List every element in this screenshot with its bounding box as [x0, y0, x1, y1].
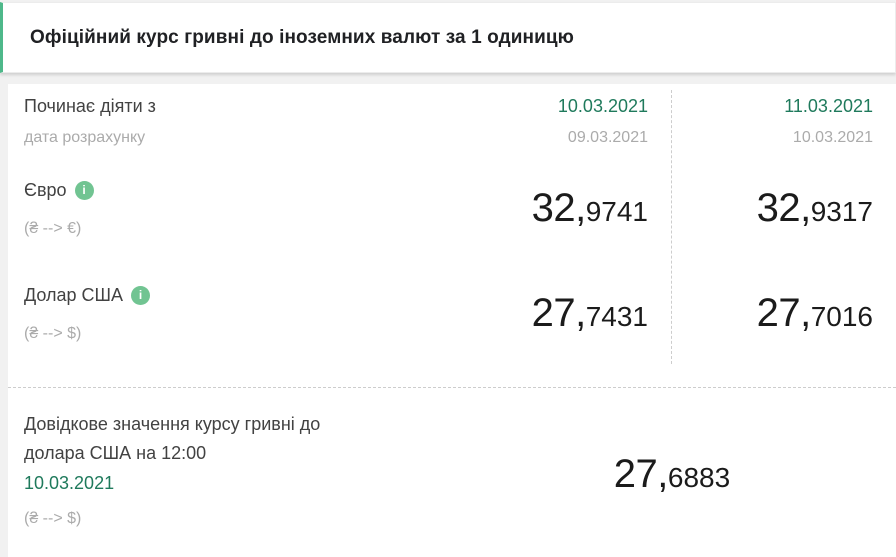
- rate-value-int: 32,: [756, 186, 812, 230]
- rate-value-usd-col1: 27,7431: [428, 291, 648, 336]
- currency-name-label: Євро: [24, 180, 67, 200]
- calculation-date-col1: 09.03.2021: [567, 129, 648, 146]
- reference-date: 10.03.2021: [24, 473, 115, 493]
- reference-pair: (₴ --> $): [24, 510, 82, 527]
- rate-value-frac: 7431: [585, 301, 648, 332]
- reference-label: Довідкове значення курсу гривні до долар…: [24, 414, 321, 463]
- reference-value-int: 27,: [613, 452, 669, 496]
- rate-value-frac: 7016: [810, 301, 873, 332]
- currency-pair-eur: (₴ --> €): [24, 220, 82, 237]
- reference-value: 27,6883: [614, 452, 730, 497]
- rate-value-int: 27,: [756, 291, 812, 335]
- header-card: Офіційний курс гривні до іноземних валют…: [0, 2, 896, 73]
- rate-value-frac: 9741: [585, 196, 648, 227]
- currency-row-usd: Долар США i (₴ --> $) 27,7431 27,7016: [24, 284, 873, 343]
- rate-value-int: 27,: [531, 291, 587, 335]
- currency-name-usd: Долар США i: [24, 284, 428, 306]
- reference-value-frac: 6883: [667, 462, 731, 493]
- effective-date-col2: 11.03.2021: [784, 96, 873, 116]
- effective-dates-row: Починає діяти з дата розрахунку 10.03.20…: [24, 84, 873, 147]
- currency-label-block-usd: Долар США i (₴ --> $): [24, 284, 428, 343]
- date-column-2: 11.03.2021 10.03.2021: [696, 96, 873, 147]
- rate-value-eur-col1: 32,9741: [428, 186, 648, 231]
- rates-card: Починає діяти з дата розрахунку 10.03.20…: [8, 84, 896, 557]
- currency-name-label: Долар США: [24, 285, 124, 305]
- page-title: Офіційний курс гривні до іноземних валют…: [30, 26, 574, 48]
- currency-pair-usd: (₴ --> $): [24, 325, 82, 342]
- rate-value-usd-col2: 27,7016: [696, 291, 873, 336]
- effective-date-col1: 10.03.2021: [557, 96, 648, 116]
- info-icon[interactable]: i: [131, 285, 151, 305]
- calculation-date-col2: 10.03.2021: [792, 129, 873, 146]
- column-divider: [671, 90, 672, 364]
- effective-date-sublabel: дата розрахунку: [24, 129, 146, 146]
- date-column-1: 10.03.2021 09.03.2021: [428, 96, 648, 147]
- currency-label-block-eur: Євро i (₴ --> €): [24, 179, 428, 238]
- rate-value-frac: 9317: [810, 196, 873, 227]
- effective-date-label-block: Починає діяти з дата розрахунку: [24, 96, 428, 147]
- rate-value-eur-col2: 32,9317: [696, 186, 873, 231]
- reference-section: Довідкове значення курсу гривні до долар…: [24, 388, 873, 528]
- effective-date-label: Починає діяти з: [24, 96, 156, 116]
- section-divider: [8, 387, 896, 388]
- info-icon[interactable]: i: [74, 180, 94, 200]
- rate-value-int: 32,: [531, 186, 587, 230]
- currency-row-eur: Євро i (₴ --> €) 32,9741 32,9317: [24, 179, 873, 238]
- currency-name-eur: Євро i: [24, 179, 428, 201]
- column-spacer: [648, 96, 696, 147]
